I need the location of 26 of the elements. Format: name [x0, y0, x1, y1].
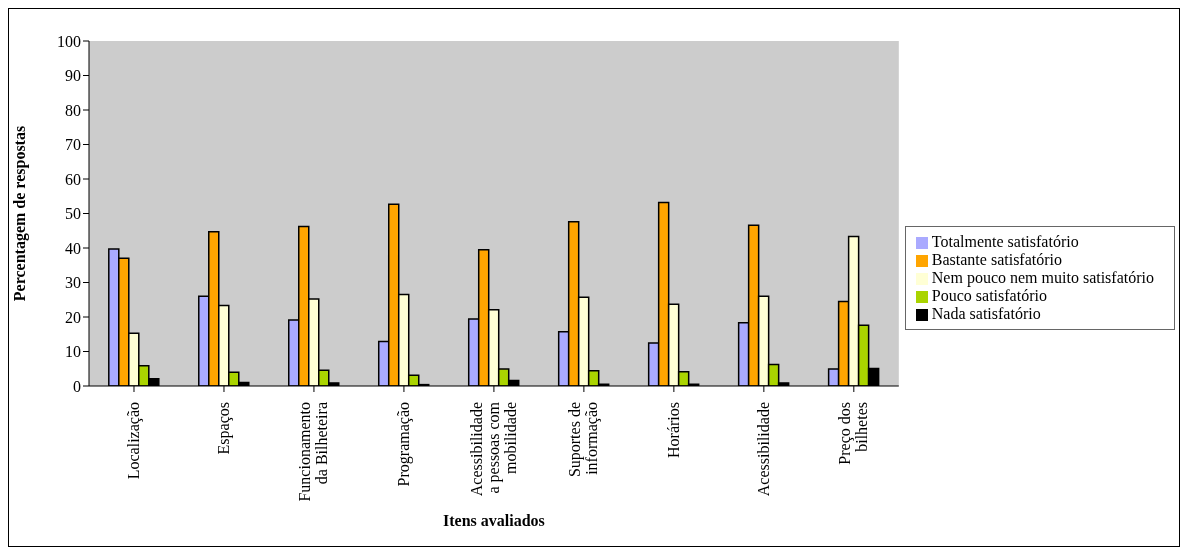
legend-label: Nem pouco nem muito satisfatório	[931, 268, 1154, 286]
y-tick-label: 50	[65, 205, 81, 223]
x-tick-label: Acessibilidade a pessoas com mobilidade	[467, 401, 519, 497]
y-tick-label: 100	[57, 32, 81, 50]
y-tick-label: 60	[65, 170, 81, 188]
y-tick-label: 30	[65, 274, 81, 292]
x-tick-label: Acessibilidade	[754, 402, 772, 497]
legend-label: Nada satisfatório	[931, 304, 1041, 322]
y-tick-label: 10	[65, 343, 81, 361]
y-tick-label: 70	[65, 136, 81, 154]
y-tick-label: 40	[65, 239, 81, 257]
y-tick-label: 20	[65, 308, 81, 326]
x-tick-label: Funcionamento da Bilheteira	[296, 402, 331, 502]
legend-label: Bastante satisfatório	[931, 250, 1062, 268]
x-tick-label: Localização	[124, 402, 143, 480]
legend-label: Totalmente satisfatório	[931, 232, 1079, 250]
y-tick-label: 80	[65, 101, 81, 119]
legend-label: Pouco satisfatório	[931, 286, 1047, 304]
x-tick-label: Preço dos bilhetes	[836, 402, 871, 465]
y-tick-label: 0	[73, 377, 81, 395]
x-axis-title: Itens avaliados	[443, 512, 545, 529]
y-tick-label: 90	[65, 67, 81, 85]
x-tick-label: Horários	[664, 402, 682, 458]
x-tick-label: Espaços	[214, 402, 233, 455]
x-tick-label: Programação	[394, 402, 413, 487]
y-axis-title: Percentagem de respostas	[10, 125, 29, 302]
